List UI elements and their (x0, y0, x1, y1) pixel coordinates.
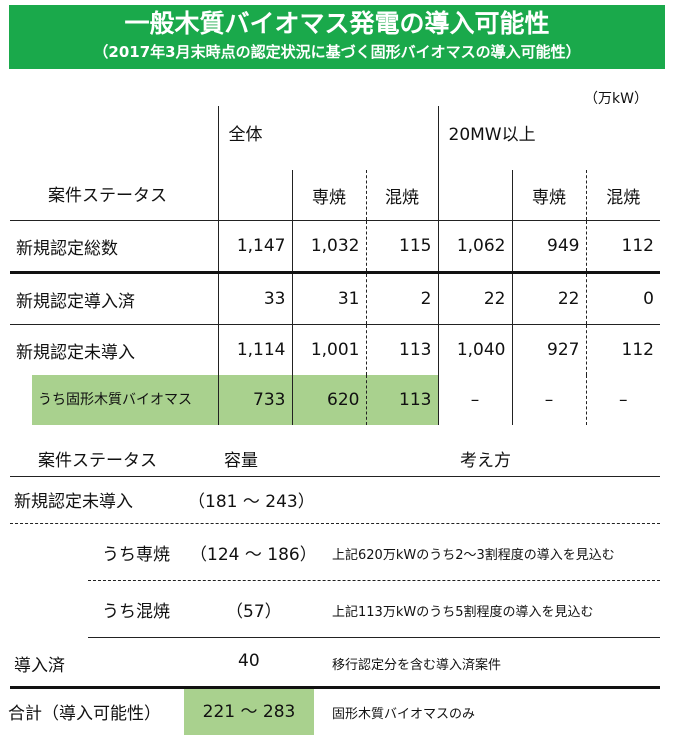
col-header-sensho: 専焼 (292, 170, 367, 221)
cell-value: 1,001 (292, 324, 367, 375)
row-capacity: 40 (238, 651, 260, 671)
cell-value: 31 (292, 272, 367, 325)
cell-value: – (438, 375, 513, 425)
list-item: 合計（導入可能性） 221 ～ 283 固形木質バイオマスのみ (8, 689, 660, 735)
table-header-status: 案件ステータス (10, 106, 219, 221)
cell-value: 22 (438, 272, 513, 325)
list-item: 新規認定未導入 （181 ～ 243） (10, 477, 660, 524)
row-note: 固形木質バイオマスのみ (332, 707, 476, 722)
row-note: 上記620万kWのうち2～3割程度の導入を見込む (332, 548, 615, 563)
unit-label: （万kW） (584, 91, 648, 107)
cell-value: 113 (366, 375, 439, 425)
cell-value: 733 (218, 375, 293, 425)
cell-value: – (619, 390, 628, 410)
cell-value: 1,032 (292, 220, 367, 274)
cell-value: 1,040 (438, 324, 513, 375)
cell-value: 620 (292, 375, 367, 425)
cell-value: 112 (586, 220, 660, 274)
cell-value: 949 (512, 220, 587, 274)
row-note: 移行認定分を含む導入済案件 (332, 658, 502, 673)
cell-value: 2 (366, 272, 439, 325)
row-label: 新規認定総数 (10, 220, 219, 274)
cell-value: 112 (621, 340, 654, 360)
status-table: 案件ステータス 全体 20MW以上 専焼 混焼 専焼 混焼 新規認定総数 1,1… (10, 106, 660, 425)
col-header-konsho: 混焼 (586, 170, 660, 221)
cell-value: – (512, 375, 587, 425)
cell-value: 0 (586, 272, 660, 325)
page-title: 一般木質バイオマス発電の導入可能性 (124, 9, 550, 38)
row-label: うち混焼 (102, 602, 170, 622)
table-row: 新規認定未導入 1,114 1,001 113 1,040 927 112 (10, 324, 660, 375)
row-label: 導入済 (14, 656, 65, 676)
row-capacity: 221 ～ 283 (184, 689, 314, 735)
col-spacer (218, 170, 293, 221)
table-row: 新規認定導入済 33 31 2 22 22 0 (10, 272, 660, 325)
capacity-table: 案件ステータス 容量 考え方 新規認定未導入 （181 ～ 243） うち専焼 … (8, 440, 660, 735)
row-capacity: （181 ～ 243） (188, 492, 315, 512)
header-capacity: 容量 (224, 451, 258, 471)
header-status: 案件ステータス (38, 451, 157, 471)
col-header-sensho: 専焼 (512, 170, 587, 221)
row-label: 新規認定未導入 (14, 492, 133, 512)
page-subtitle: （2017年3月末時点の認定状況に基づく固形バイオマスの導入可能性） (93, 43, 581, 61)
capacity-header-row: 案件ステータス 容量 考え方 (10, 440, 660, 477)
table-row: うち固形木質バイオマス 733 620 113 – – – (10, 375, 660, 425)
row-capacity: （124 ～ 186） (190, 545, 317, 565)
list-item: 導入済 40 移行認定分を含む導入済案件 (10, 638, 660, 689)
cell-value: 33 (218, 272, 293, 325)
table-group-20mw: 20MW以上 (448, 125, 536, 145)
row-note: 上記113万kWのうち5割程度の導入を見込む (332, 605, 594, 620)
row-label: うち専焼 (102, 545, 170, 565)
title-banner: 一般木質バイオマス発電の導入可能性 （2017年3月末時点の認定状況に基づく固形… (9, 5, 665, 69)
cell-value: 1,062 (438, 220, 513, 274)
list-item: うち専焼 （124 ～ 186） 上記620万kWのうち2～3割程度の導入を見込… (88, 524, 660, 581)
cell-value: 22 (512, 272, 587, 325)
row-label: 合計（導入可能性） (8, 704, 161, 724)
row-label: 新規認定導入済 (10, 272, 219, 325)
header-approach: 考え方 (460, 451, 511, 471)
row-label: 新規認定未導入 (10, 324, 219, 375)
table-group-all: 全体 (218, 106, 439, 170)
cell-value: 1,114 (218, 324, 293, 375)
col-spacer (438, 170, 513, 221)
cell-value: 927 (512, 324, 587, 375)
table-row: 新規認定総数 1,147 1,032 115 1,062 949 112 (10, 220, 660, 274)
list-item: うち混焼 （57） 上記113万kWのうち5割程度の導入を見込む (88, 581, 660, 638)
row-label: うち固形木質バイオマス (32, 375, 218, 425)
cell-value: 1,147 (218, 220, 293, 274)
cell-value: 115 (366, 220, 439, 274)
row-label-cell: うち固形木質バイオマス (10, 375, 219, 425)
row-capacity: （57） (226, 602, 282, 622)
col-header-konsho: 混焼 (366, 170, 439, 221)
cell-value: 113 (366, 324, 439, 375)
